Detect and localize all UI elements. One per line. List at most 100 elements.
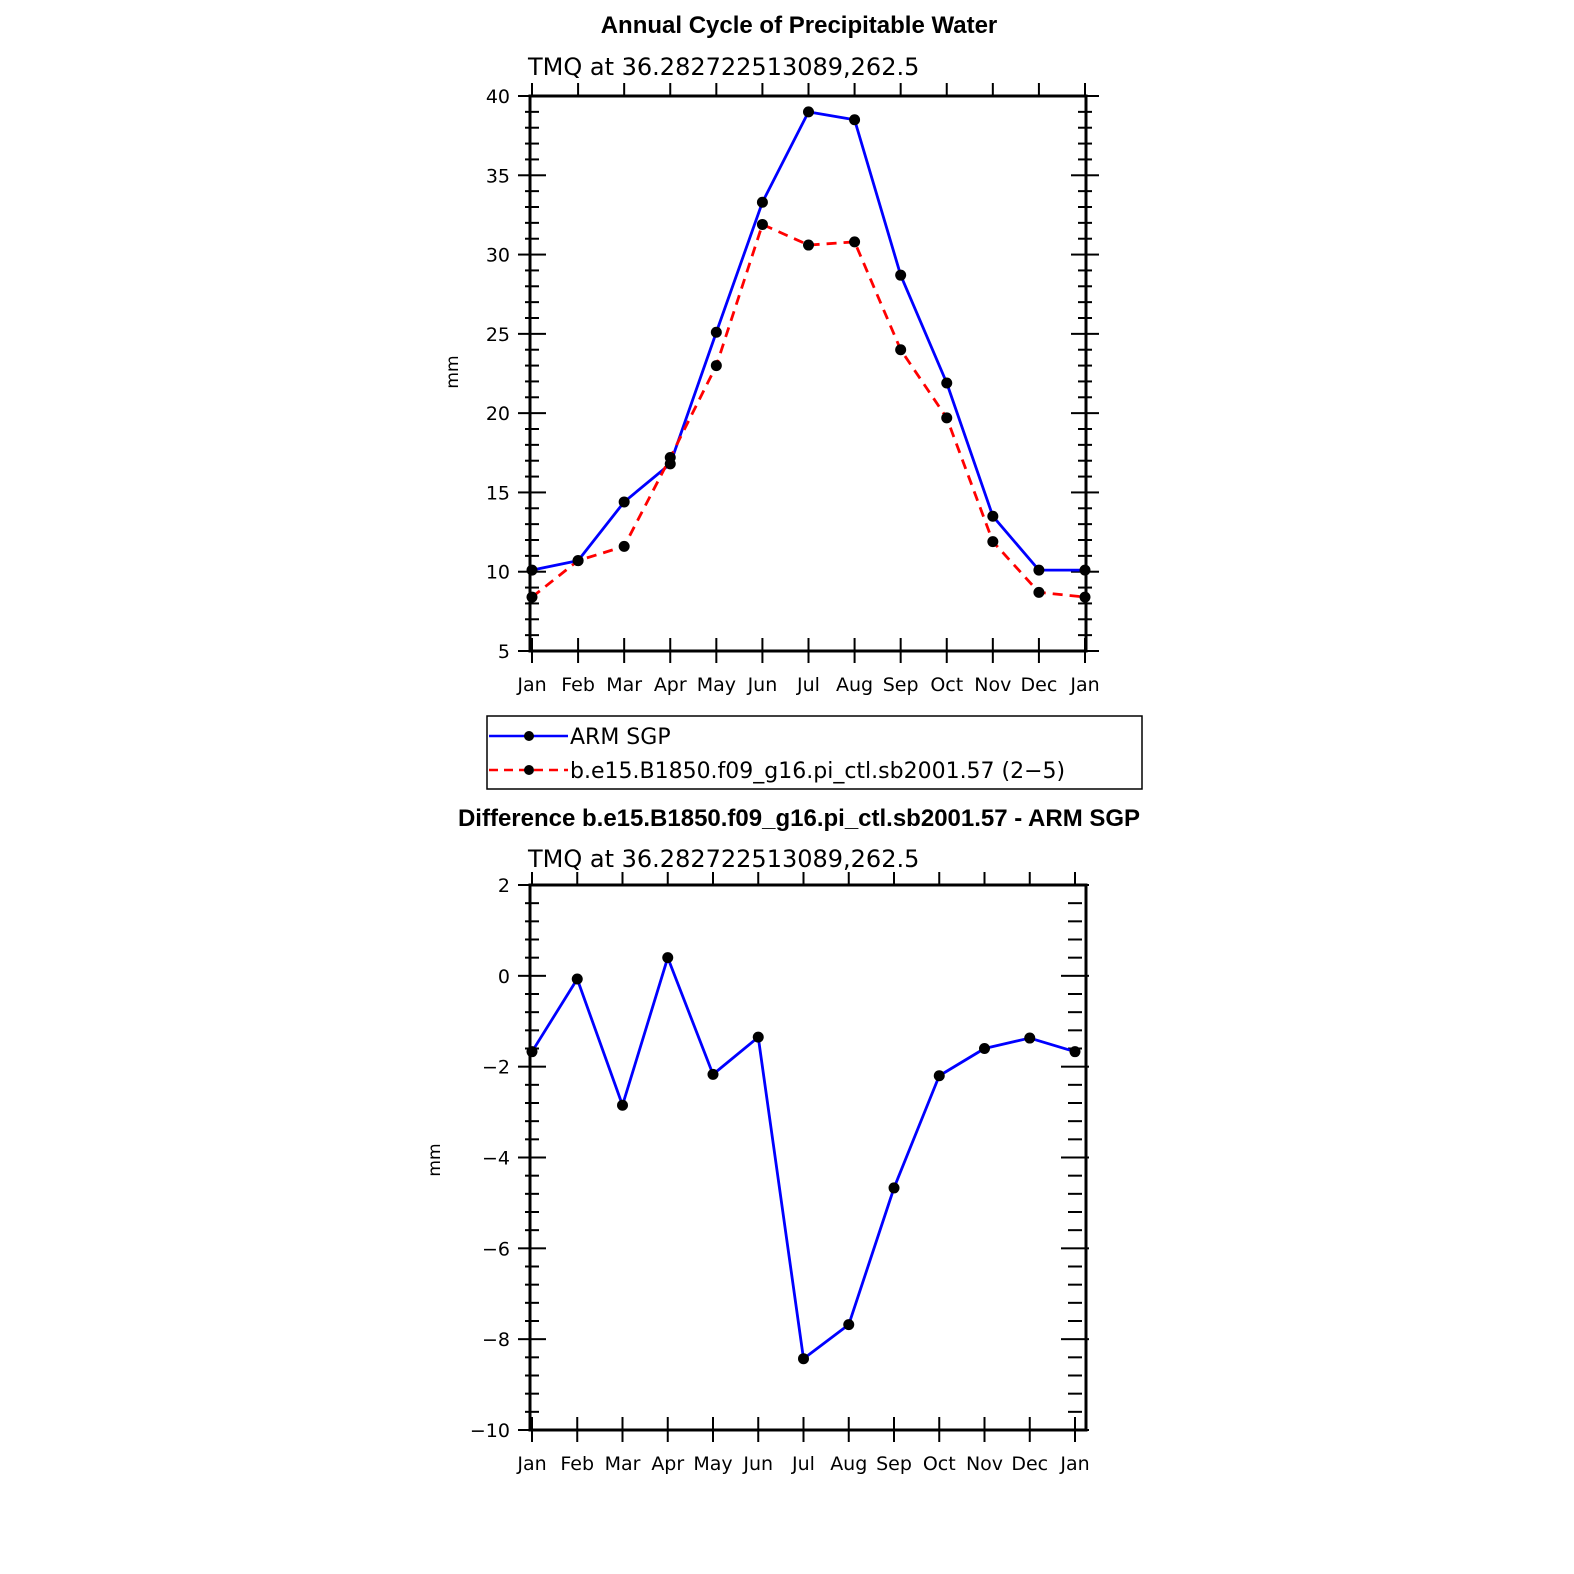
y-tick-label: 15 [486, 482, 510, 504]
data-point [617, 1099, 628, 1111]
legend-box [486, 715, 1143, 790]
data-point [662, 952, 674, 964]
series-line-1 [531, 223, 1086, 599]
x-tick-label: May [693, 1453, 732, 1475]
series-lines [531, 110, 1086, 599]
data-point [526, 564, 538, 576]
y-tick-label: 35 [486, 165, 510, 187]
data-point [664, 452, 676, 464]
data-point [933, 1070, 945, 1082]
x-tick-label: Nov [966, 1453, 1003, 1475]
data-point [843, 1319, 855, 1331]
data-point [941, 412, 953, 424]
y-tick-labels: −10 −8 −6 −4 −2 0 2 [470, 875, 510, 1442]
data-point [618, 540, 630, 552]
legend-label-model: b.e15.B1850.f09_g16.pi_ctl.sb2001.57 (2−… [570, 759, 1065, 784]
x-tick-label: Sep [883, 674, 919, 696]
y-tick-label: 10 [486, 562, 510, 584]
data-point [803, 239, 814, 251]
plot-frame [528, 883, 1088, 1432]
data-point [707, 1068, 719, 1080]
x-tick-label: Jul [791, 1453, 815, 1475]
x-tick-label: Jul [796, 674, 820, 696]
data-point [849, 236, 861, 248]
difference-chart: Difference b.e15.B1850.f09_g16.pi_ctl.sb… [425, 805, 1140, 1475]
y-tick-label: 40 [486, 86, 510, 108]
x-tick-label: Oct [923, 1453, 956, 1475]
data-point [987, 536, 999, 548]
data-point [1033, 564, 1045, 576]
y-tick-label: −2 [482, 1057, 510, 1079]
series-lines [530, 956, 1076, 1361]
x-tick-label: Jan [1069, 674, 1099, 696]
x-tick-label: Nov [974, 674, 1011, 696]
chart-subtitle: TMQ at 36.282722513089,262.5 [527, 845, 919, 873]
x-tick-label: Jan [516, 674, 546, 696]
x-tick-label: Aug [830, 1453, 867, 1475]
x-tick-label: Apr [651, 1453, 684, 1475]
x-tick-label: Jan [1059, 1453, 1089, 1475]
x-tick-label: Apr [654, 674, 687, 696]
data-point [895, 269, 907, 281]
axis-ticks [518, 83, 1099, 663]
y-tick-label: 20 [486, 403, 510, 425]
x-tick-label: Aug [836, 674, 873, 696]
data-point [888, 1182, 900, 1194]
data-point [803, 106, 814, 118]
annual-cycle-chart: Annual Cycle of Precipitable Water TMQ a… [443, 12, 1100, 696]
x-tick-label: Feb [560, 1453, 594, 1475]
y-axis-label: mm [425, 1143, 445, 1176]
y-tick-label: 2 [498, 875, 510, 897]
x-tick-label: Jun [747, 674, 778, 696]
x-tick-label: Feb [561, 674, 595, 696]
data-point [526, 1046, 538, 1058]
y-tick-labels: 5 10 15 20 25 30 35 40 [486, 86, 510, 663]
y-tick-label: 0 [498, 966, 510, 988]
chart-title: Annual Cycle of Precipitable Water [601, 12, 998, 39]
x-tick-label: Mar [606, 674, 642, 696]
data-point [979, 1043, 990, 1054]
x-tick-label: Oct [930, 674, 963, 696]
y-tick-label: −4 [482, 1148, 510, 1170]
x-tick-label: May [697, 674, 736, 696]
data-point [849, 114, 861, 126]
data-point [710, 360, 722, 372]
data-point [941, 377, 953, 389]
series-line-0 [531, 110, 1085, 572]
data-point [710, 326, 722, 338]
chart-subtitle: TMQ at 36.282722513089,262.5 [527, 53, 919, 81]
data-point [895, 344, 907, 356]
y-tick-label: −10 [470, 1420, 510, 1442]
data-point [987, 510, 999, 522]
legend-marker-arm-sgp [524, 731, 534, 741]
data-point [526, 591, 538, 603]
x-tick-label: Jan [516, 1453, 546, 1475]
data-point [756, 218, 768, 230]
legend-entry-model: b.e15.B1850.f09_g16.pi_ctl.sb2001.57 (2−… [489, 759, 1065, 784]
y-tick-label: −6 [482, 1238, 510, 1260]
chart-title: Difference b.e15.B1850.f09_g16.pi_ctl.sb… [458, 805, 1140, 832]
y-tick-label: −8 [482, 1329, 510, 1351]
x-tick-labels: Jan Feb Mar Apr May Jun Jul Aug Sep Oct Nov Dec Jan [516, 1453, 1089, 1475]
data-point [571, 973, 583, 985]
x-tick-label: Mar [605, 1453, 641, 1475]
data-point [798, 1353, 809, 1365]
x-tick-label: Jun [742, 1453, 773, 1475]
data-point [572, 555, 584, 567]
legend-marker-model [524, 765, 534, 775]
data-point [756, 196, 768, 208]
y-tick-label: 5 [498, 641, 510, 663]
series-line-0 [530, 956, 1076, 1361]
y-tick-label: 25 [486, 324, 510, 346]
legend-entry-arm-sgp: ARM SGP [489, 725, 671, 750]
legend-label-arm-sgp: ARM SGP [570, 725, 671, 750]
data-point [1024, 1032, 1036, 1044]
x-tick-label: Dec [1021, 674, 1058, 696]
data-point [618, 496, 630, 508]
x-tick-label: Dec [1011, 1453, 1048, 1475]
series-markers [526, 106, 1091, 603]
plot-frame [528, 94, 1088, 653]
data-point [1069, 1046, 1081, 1058]
data-point [752, 1031, 764, 1043]
